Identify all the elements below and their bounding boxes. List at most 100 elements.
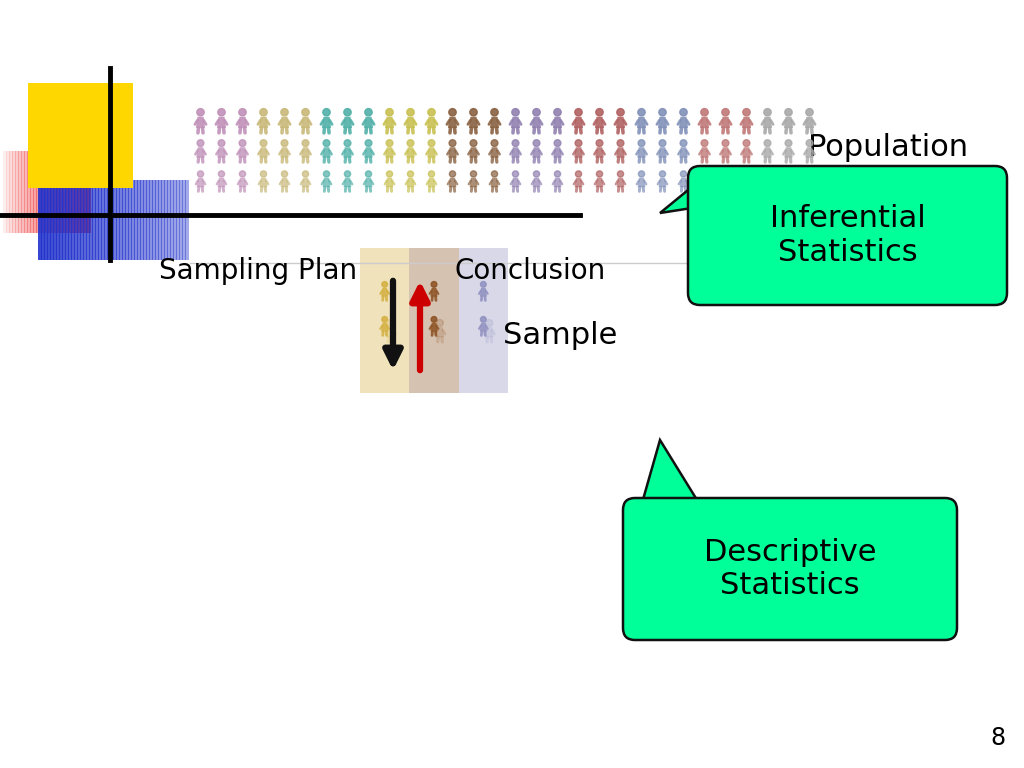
FancyBboxPatch shape [155,180,159,260]
FancyBboxPatch shape [140,180,144,260]
Circle shape [470,140,477,147]
FancyBboxPatch shape [137,180,141,260]
Polygon shape [490,177,499,187]
Polygon shape [280,117,289,128]
Polygon shape [281,177,289,187]
Circle shape [239,108,246,116]
Polygon shape [490,147,499,157]
FancyBboxPatch shape [170,180,174,260]
FancyBboxPatch shape [62,180,66,260]
Polygon shape [485,327,494,337]
FancyBboxPatch shape [77,180,81,260]
Polygon shape [700,147,709,157]
Circle shape [450,170,456,177]
FancyBboxPatch shape [688,166,1007,305]
Circle shape [701,170,708,177]
Polygon shape [239,177,247,187]
FancyBboxPatch shape [22,151,25,233]
Polygon shape [365,147,373,157]
Text: 8: 8 [990,726,1005,750]
Polygon shape [637,117,646,128]
Polygon shape [365,177,373,187]
Circle shape [431,316,437,323]
Polygon shape [406,117,415,128]
Circle shape [428,108,435,116]
FancyBboxPatch shape [95,180,99,260]
Circle shape [785,170,792,177]
Polygon shape [574,177,583,187]
FancyBboxPatch shape [59,180,63,260]
Polygon shape [407,177,415,187]
FancyBboxPatch shape [623,498,957,640]
FancyBboxPatch shape [86,180,90,260]
Circle shape [302,170,308,177]
Polygon shape [386,327,395,337]
Polygon shape [680,177,687,187]
Circle shape [365,108,372,116]
Polygon shape [763,147,772,157]
Circle shape [616,108,625,116]
Polygon shape [553,147,562,157]
Polygon shape [784,147,793,157]
FancyBboxPatch shape [68,180,72,260]
Polygon shape [218,177,225,187]
FancyBboxPatch shape [152,180,156,260]
FancyBboxPatch shape [33,151,37,233]
Polygon shape [197,147,205,157]
FancyBboxPatch shape [6,151,10,233]
Circle shape [596,140,603,147]
FancyBboxPatch shape [125,180,129,260]
Circle shape [492,170,498,177]
Polygon shape [658,147,667,157]
FancyBboxPatch shape [69,151,73,233]
FancyBboxPatch shape [131,180,135,260]
Polygon shape [742,147,751,157]
Circle shape [638,108,645,116]
FancyBboxPatch shape [104,180,108,260]
Polygon shape [449,147,457,157]
Polygon shape [197,177,205,187]
FancyBboxPatch shape [158,180,162,260]
Circle shape [470,170,476,177]
Circle shape [240,170,246,177]
Circle shape [240,140,246,147]
FancyBboxPatch shape [110,180,114,260]
FancyBboxPatch shape [48,151,52,233]
Circle shape [512,140,519,147]
Polygon shape [381,288,388,296]
Polygon shape [638,177,645,187]
Circle shape [575,170,582,177]
Polygon shape [511,147,520,157]
Circle shape [431,282,437,287]
Polygon shape [657,117,667,128]
Polygon shape [511,117,520,128]
FancyBboxPatch shape [182,180,186,260]
Polygon shape [615,117,625,128]
Polygon shape [764,177,771,187]
FancyBboxPatch shape [60,151,63,233]
FancyBboxPatch shape [80,180,84,260]
Circle shape [680,108,687,116]
Polygon shape [449,177,457,187]
Circle shape [218,170,224,177]
Circle shape [386,140,393,147]
Circle shape [302,108,309,116]
Polygon shape [238,117,247,128]
Polygon shape [573,117,583,128]
Circle shape [659,170,666,177]
Polygon shape [532,147,541,157]
Polygon shape [343,117,352,128]
FancyBboxPatch shape [360,248,410,393]
FancyBboxPatch shape [72,151,76,233]
Circle shape [490,108,499,116]
Circle shape [198,170,204,177]
Polygon shape [301,117,310,128]
Circle shape [492,140,498,147]
FancyBboxPatch shape [12,151,16,233]
Circle shape [408,140,414,147]
Polygon shape [480,288,486,296]
Polygon shape [436,327,444,337]
Circle shape [764,140,771,147]
Circle shape [302,140,309,147]
FancyBboxPatch shape [185,180,189,260]
